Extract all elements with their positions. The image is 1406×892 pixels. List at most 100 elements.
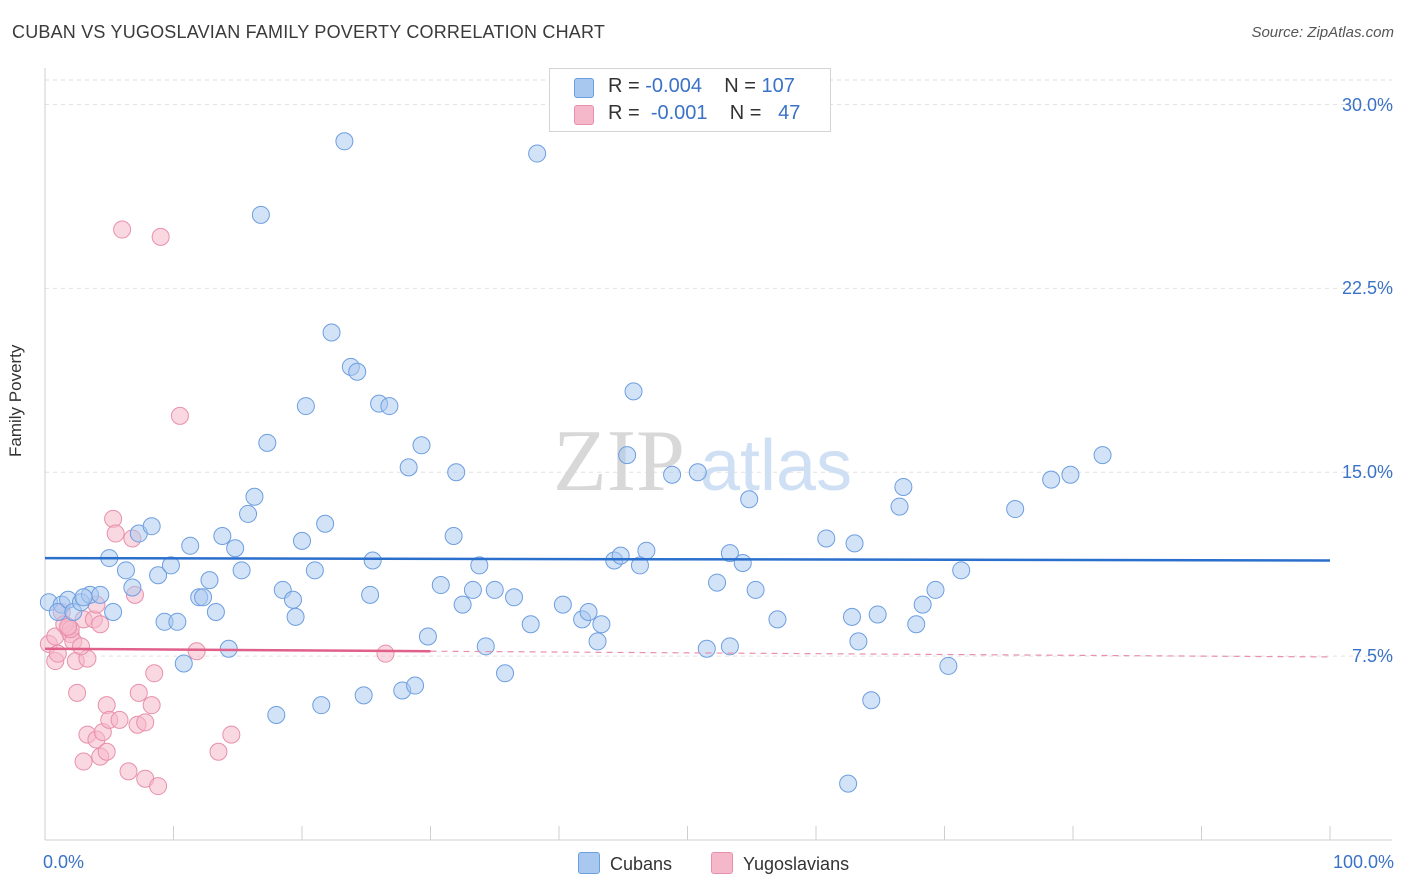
cubans-point (768, 610, 787, 629)
yugoslavians-point (145, 664, 164, 683)
yugoslavians-point (97, 696, 116, 715)
yugoslavians-trend-extension (430, 650, 1331, 658)
cubans-point (206, 603, 225, 621)
cubans-point (284, 590, 303, 609)
yugoslavians-point (142, 696, 161, 715)
cubans-point (868, 605, 887, 624)
cubans-point (142, 517, 161, 536)
cubans-point (322, 323, 341, 342)
cubans-point (380, 397, 399, 416)
cubans-point (104, 603, 123, 621)
cubans-point (316, 514, 335, 533)
cubans-point (740, 490, 759, 509)
cubans-point (688, 463, 707, 482)
correlation-legend: R = -0.004 N = 107 R = -0.001 N = 47 (549, 68, 831, 132)
cubans-point (161, 556, 180, 575)
cubans-point (363, 551, 382, 570)
cubans-point (463, 580, 482, 599)
yugoslavians-point (104, 509, 123, 528)
watermark-atlas: atlas (700, 426, 852, 506)
cubans-point (258, 433, 277, 452)
cubans-point (913, 595, 932, 614)
cubans-point (348, 362, 367, 381)
legend-text-cubans: R = -0.004 N = 107 (608, 75, 795, 97)
cubans-point (286, 607, 305, 626)
x-tick-label: 100.0% (1332, 852, 1394, 872)
yugoslavians-swatch (574, 105, 594, 125)
cubans-point (746, 580, 765, 599)
yugoslavians-point (110, 710, 129, 729)
cubans-point (245, 487, 264, 506)
cubans-point (149, 566, 168, 585)
yugoslavians-point (68, 683, 87, 702)
cubans-point (91, 585, 110, 604)
cubans-point (418, 627, 437, 646)
cubans-point (406, 676, 425, 695)
cubans-point (849, 632, 868, 651)
cubans-point (476, 637, 495, 656)
y-axis-title: Family Poverty (6, 344, 25, 457)
cubans-point (312, 696, 331, 715)
cubans-points (39, 132, 1112, 793)
chart-title: CUBAN VS YUGOSLAVIAN FAMILY POVERTY CORR… (12, 22, 606, 42)
yugoslavians-point (71, 637, 90, 656)
cubans-point (305, 561, 324, 580)
yugoslavians-point (170, 406, 189, 425)
cubans-point (592, 615, 611, 634)
cubans-point (496, 664, 515, 683)
cubans-point (1061, 465, 1080, 484)
cubans-point (926, 580, 945, 599)
cubans-point (412, 436, 431, 455)
cubans-point (293, 531, 311, 550)
cubans-point (239, 504, 258, 523)
cubans-point (528, 144, 547, 163)
watermark: ZIP atlas (553, 413, 852, 510)
cubans-point (74, 588, 93, 607)
axes (44, 68, 1392, 841)
cubans-point (267, 705, 286, 724)
cubans-point (444, 527, 463, 545)
yugoslavians-point (129, 683, 148, 702)
cubans-point (553, 595, 572, 614)
cubans-swatch (574, 78, 594, 98)
cubans-point (720, 544, 739, 563)
cubans-point (123, 578, 142, 597)
cubans-point (839, 774, 858, 793)
cubans-point (588, 632, 607, 651)
y-tick-label: 30.0% (1341, 94, 1393, 115)
source-note: Source: ZipAtlas.com (1251, 24, 1394, 41)
cubans-point (939, 656, 958, 675)
cubans-point (697, 639, 716, 658)
cubans-point (637, 541, 656, 560)
cubans-point (399, 458, 418, 477)
cubans-point (521, 615, 540, 634)
cubans-point (200, 571, 219, 590)
x-tick-label: 0.0% (43, 852, 85, 872)
cubans-point (1042, 470, 1061, 489)
yugoslavians-point (187, 642, 206, 661)
cubans-point (1093, 446, 1112, 465)
cubans-point (181, 536, 200, 555)
yugoslavians-point (119, 762, 138, 781)
trend-lines (44, 556, 1331, 658)
cubans-point (862, 691, 881, 710)
cubans-legend-swatch (578, 852, 600, 874)
yugoslavians-point (74, 752, 93, 771)
cubans-point (624, 382, 643, 401)
cubans-point (296, 397, 315, 416)
cubans-point (611, 546, 630, 565)
cubans-point (226, 539, 245, 558)
cubans-point (890, 497, 909, 516)
y-tick-label: 15.0% (1341, 462, 1393, 483)
yugoslavians-point (149, 777, 168, 796)
cubans-point (708, 573, 727, 592)
yugoslavians-point (91, 615, 110, 634)
cubans-point (251, 205, 270, 224)
cubans-point (335, 132, 354, 151)
watermark-zip: ZIP (553, 413, 685, 510)
yugoslavians-trend-line (44, 647, 431, 653)
yugoslavians-point (151, 227, 170, 246)
cubans-point (733, 553, 752, 572)
yugoslavians-point (106, 524, 125, 543)
